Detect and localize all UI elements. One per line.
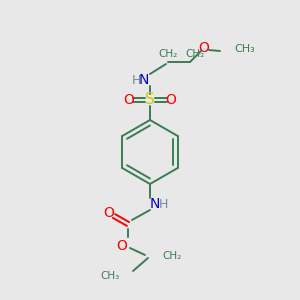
Text: CH₂: CH₂: [162, 251, 181, 261]
Text: O: O: [166, 93, 176, 107]
Text: N: N: [139, 73, 149, 87]
Text: CH₂: CH₂: [185, 49, 205, 59]
Text: S: S: [145, 92, 155, 107]
Text: CH₂: CH₂: [158, 49, 178, 59]
Text: CH₃: CH₃: [101, 271, 120, 281]
Text: O: O: [199, 41, 209, 55]
Text: O: O: [117, 239, 128, 253]
Text: N: N: [150, 197, 160, 211]
Text: CH₃: CH₃: [234, 44, 255, 54]
Text: H: H: [158, 197, 168, 211]
Text: O: O: [124, 93, 134, 107]
Text: O: O: [103, 206, 114, 220]
Text: H: H: [131, 74, 141, 86]
